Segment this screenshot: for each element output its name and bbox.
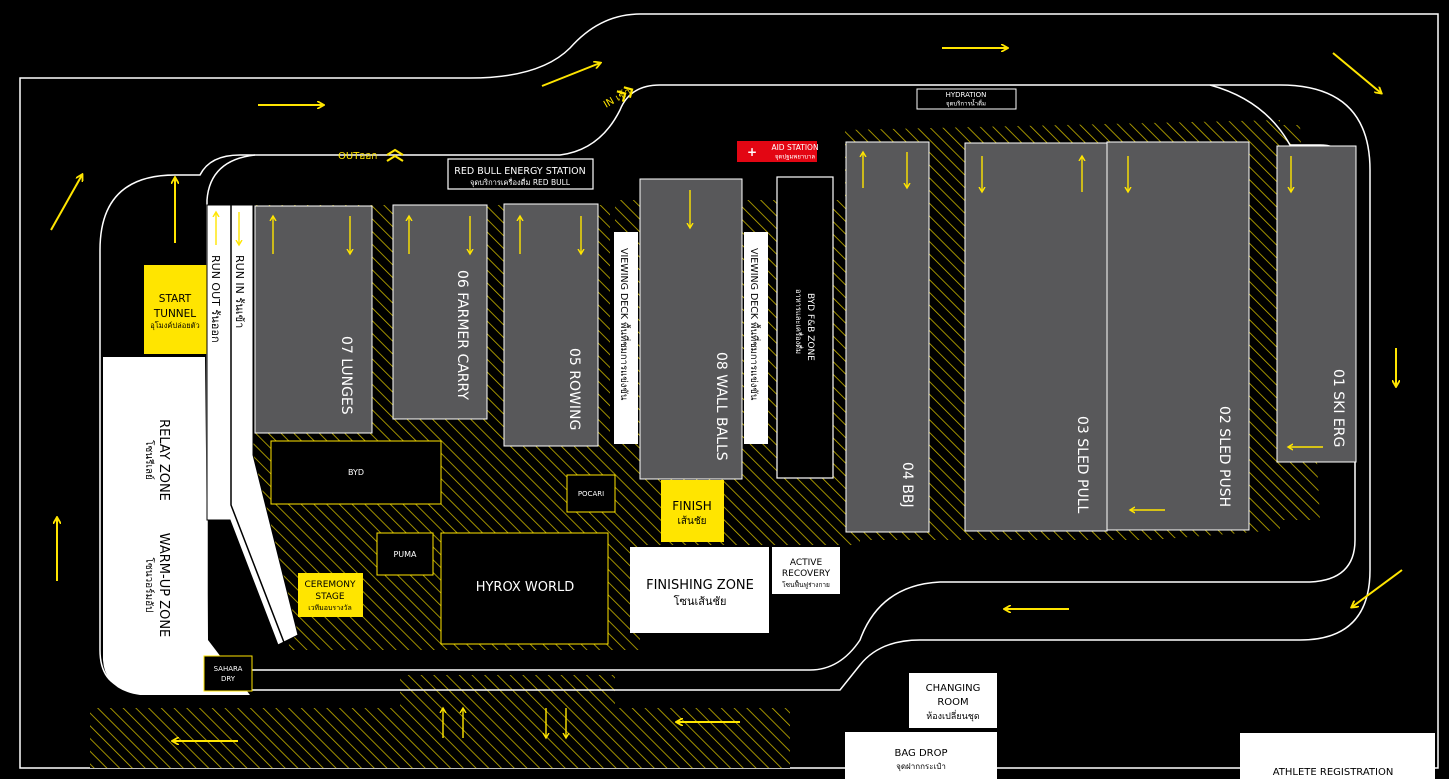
relay-warmup-zone [103, 357, 250, 695]
venue-boundary [19, 13, 1439, 769]
bag-drop [845, 732, 997, 779]
station-ski-erg-label: 01 SKI ERG [1330, 369, 1346, 447]
bag-drop-label: BAG DROP [894, 748, 947, 759]
active-recovery-label-1: ACTIVE [790, 558, 823, 568]
finishing-zone-label-th: โซนเส้นชัย [674, 594, 727, 608]
booth-puma [376, 532, 434, 576]
station-wall-balls-label: 08 WALL BALLS [713, 352, 729, 461]
booth-sahara-label-1: SAHARA [214, 665, 243, 673]
finishing-zone [630, 547, 769, 633]
booth-sahara-dry [203, 655, 253, 692]
booth-byd-label: BYD [348, 468, 364, 477]
station-rowing-label: 05 ROWING [566, 348, 582, 430]
start-tunnel-label-2: TUNNEL [153, 308, 196, 320]
station-farmer-carry-label: 06 FARMER CARRY [454, 270, 470, 400]
station-arrows [216, 152, 1323, 738]
active-recovery-label-2: RECOVERY [782, 569, 831, 579]
start-tunnel-label-th: อุโมงค์ปล่อยตัว [150, 321, 200, 330]
station-ski-erg [1276, 145, 1357, 463]
bag-drop-label-th: จุดฝากกระเป๋า [896, 762, 946, 771]
aid-station [737, 141, 817, 162]
active-recovery [772, 547, 840, 594]
station-bbj [845, 141, 930, 533]
station-bbj-label: 04 BBJ [899, 462, 915, 508]
byd-fb-zone [776, 176, 834, 479]
ceremony-label-th: เวทีมอบรางวัล [308, 604, 352, 612]
start-tunnel-label-1: START [159, 293, 192, 305]
athlete-registration-label: ATHLETE REGISTRATION [1273, 767, 1394, 778]
chevron-out-icon [386, 148, 404, 162]
relay-zone-label: RELAY ZONE [156, 419, 171, 501]
hydration-station [916, 88, 1017, 110]
station-sled-push-label: 02 SLED PUSH [1216, 406, 1232, 507]
warmup-zone-label-th: โซนวอร์มอัป [143, 558, 156, 613]
start-tunnel [144, 265, 207, 354]
warmup-zone-label: WARM-UP ZONE [156, 533, 171, 638]
station-sled-pull [964, 142, 1108, 532]
station-sled-pull-label: 03 SLED PULL [1074, 416, 1090, 514]
hydration-label: HYDRATION [946, 91, 987, 99]
viewing-deck-1 [614, 232, 638, 444]
stations [254, 141, 1357, 533]
route-arrows [50, 48, 1403, 741]
hydration-label-th: จุดบริการน้ำดื่ม [946, 98, 986, 108]
ceremony-label-1: CEREMONY [305, 580, 356, 590]
red-bull-station [447, 158, 594, 190]
plus-icon: + [747, 145, 757, 159]
booth-pocari [566, 474, 616, 513]
finish-line [661, 480, 724, 542]
byd-fb-label: BYD F&B ZONE [805, 293, 815, 361]
red-bull-label: RED BULL ENERGY STATION [454, 166, 585, 177]
finish-label-th: เส้นชัย [677, 515, 706, 527]
station-lunges-label: 07 LUNGES [338, 336, 354, 415]
relay-zone-label-th: โซนรีเลย์ [143, 440, 156, 480]
viewing-deck-2 [744, 232, 768, 444]
course-inner-track [99, 84, 1371, 691]
chevron-in-icon [616, 86, 634, 102]
booth-pocari-label: POCARI [578, 490, 604, 498]
changing-room-label-1: CHANGING [926, 683, 981, 694]
run-out-label: RUN OUT รันออก [209, 255, 222, 343]
booth-sahara-label-2: DRY [221, 675, 236, 683]
viewing-deck-2-label: VIEWING DECK พื้นที่ชมการแข่งขัน [748, 248, 761, 401]
finish-label: FINISH [672, 499, 712, 513]
ceremony-label-2: STAGE [315, 592, 344, 602]
byd-fb-label-th: อาหารและเครื่องดื่ม [794, 289, 804, 354]
changing-room-label-2: ROOM [937, 697, 968, 708]
changing-room-label-th: ห้องเปลี่ยนชุด [926, 709, 980, 722]
booth-byd [270, 440, 442, 505]
hyrox-world-label: HYROX WORLD [476, 580, 575, 595]
aid-station-label: AID STATION [771, 143, 818, 152]
station-lunges [254, 205, 373, 434]
station-farmer-carry [392, 204, 488, 420]
athlete-registration [1240, 733, 1435, 779]
run-in-label: RUN IN รันเข้า [233, 255, 246, 328]
red-bull-label-th: จุดบริการเครื่องดื่ม RED BULL [470, 177, 571, 187]
ceremony-stage [298, 573, 363, 617]
run-lanes [206, 204, 299, 646]
changing-room [909, 673, 997, 728]
viewing-deck-1-label: VIEWING DECK พื้นที่ชมการแข่งขัน [618, 248, 631, 401]
aid-station-label-th: จุดปฐมพยาบาล [775, 154, 816, 161]
station-sled-push [1106, 141, 1250, 531]
finishing-zone-label: FINISHING ZONE [646, 578, 754, 593]
booth-puma-label: PUMA [393, 550, 417, 559]
route-out-label: OUTออก [338, 151, 377, 162]
active-recovery-label-th: โซนฟื้นฟูร่างกาย [782, 580, 830, 589]
station-rowing [503, 203, 599, 447]
hyrox-world [440, 532, 609, 645]
